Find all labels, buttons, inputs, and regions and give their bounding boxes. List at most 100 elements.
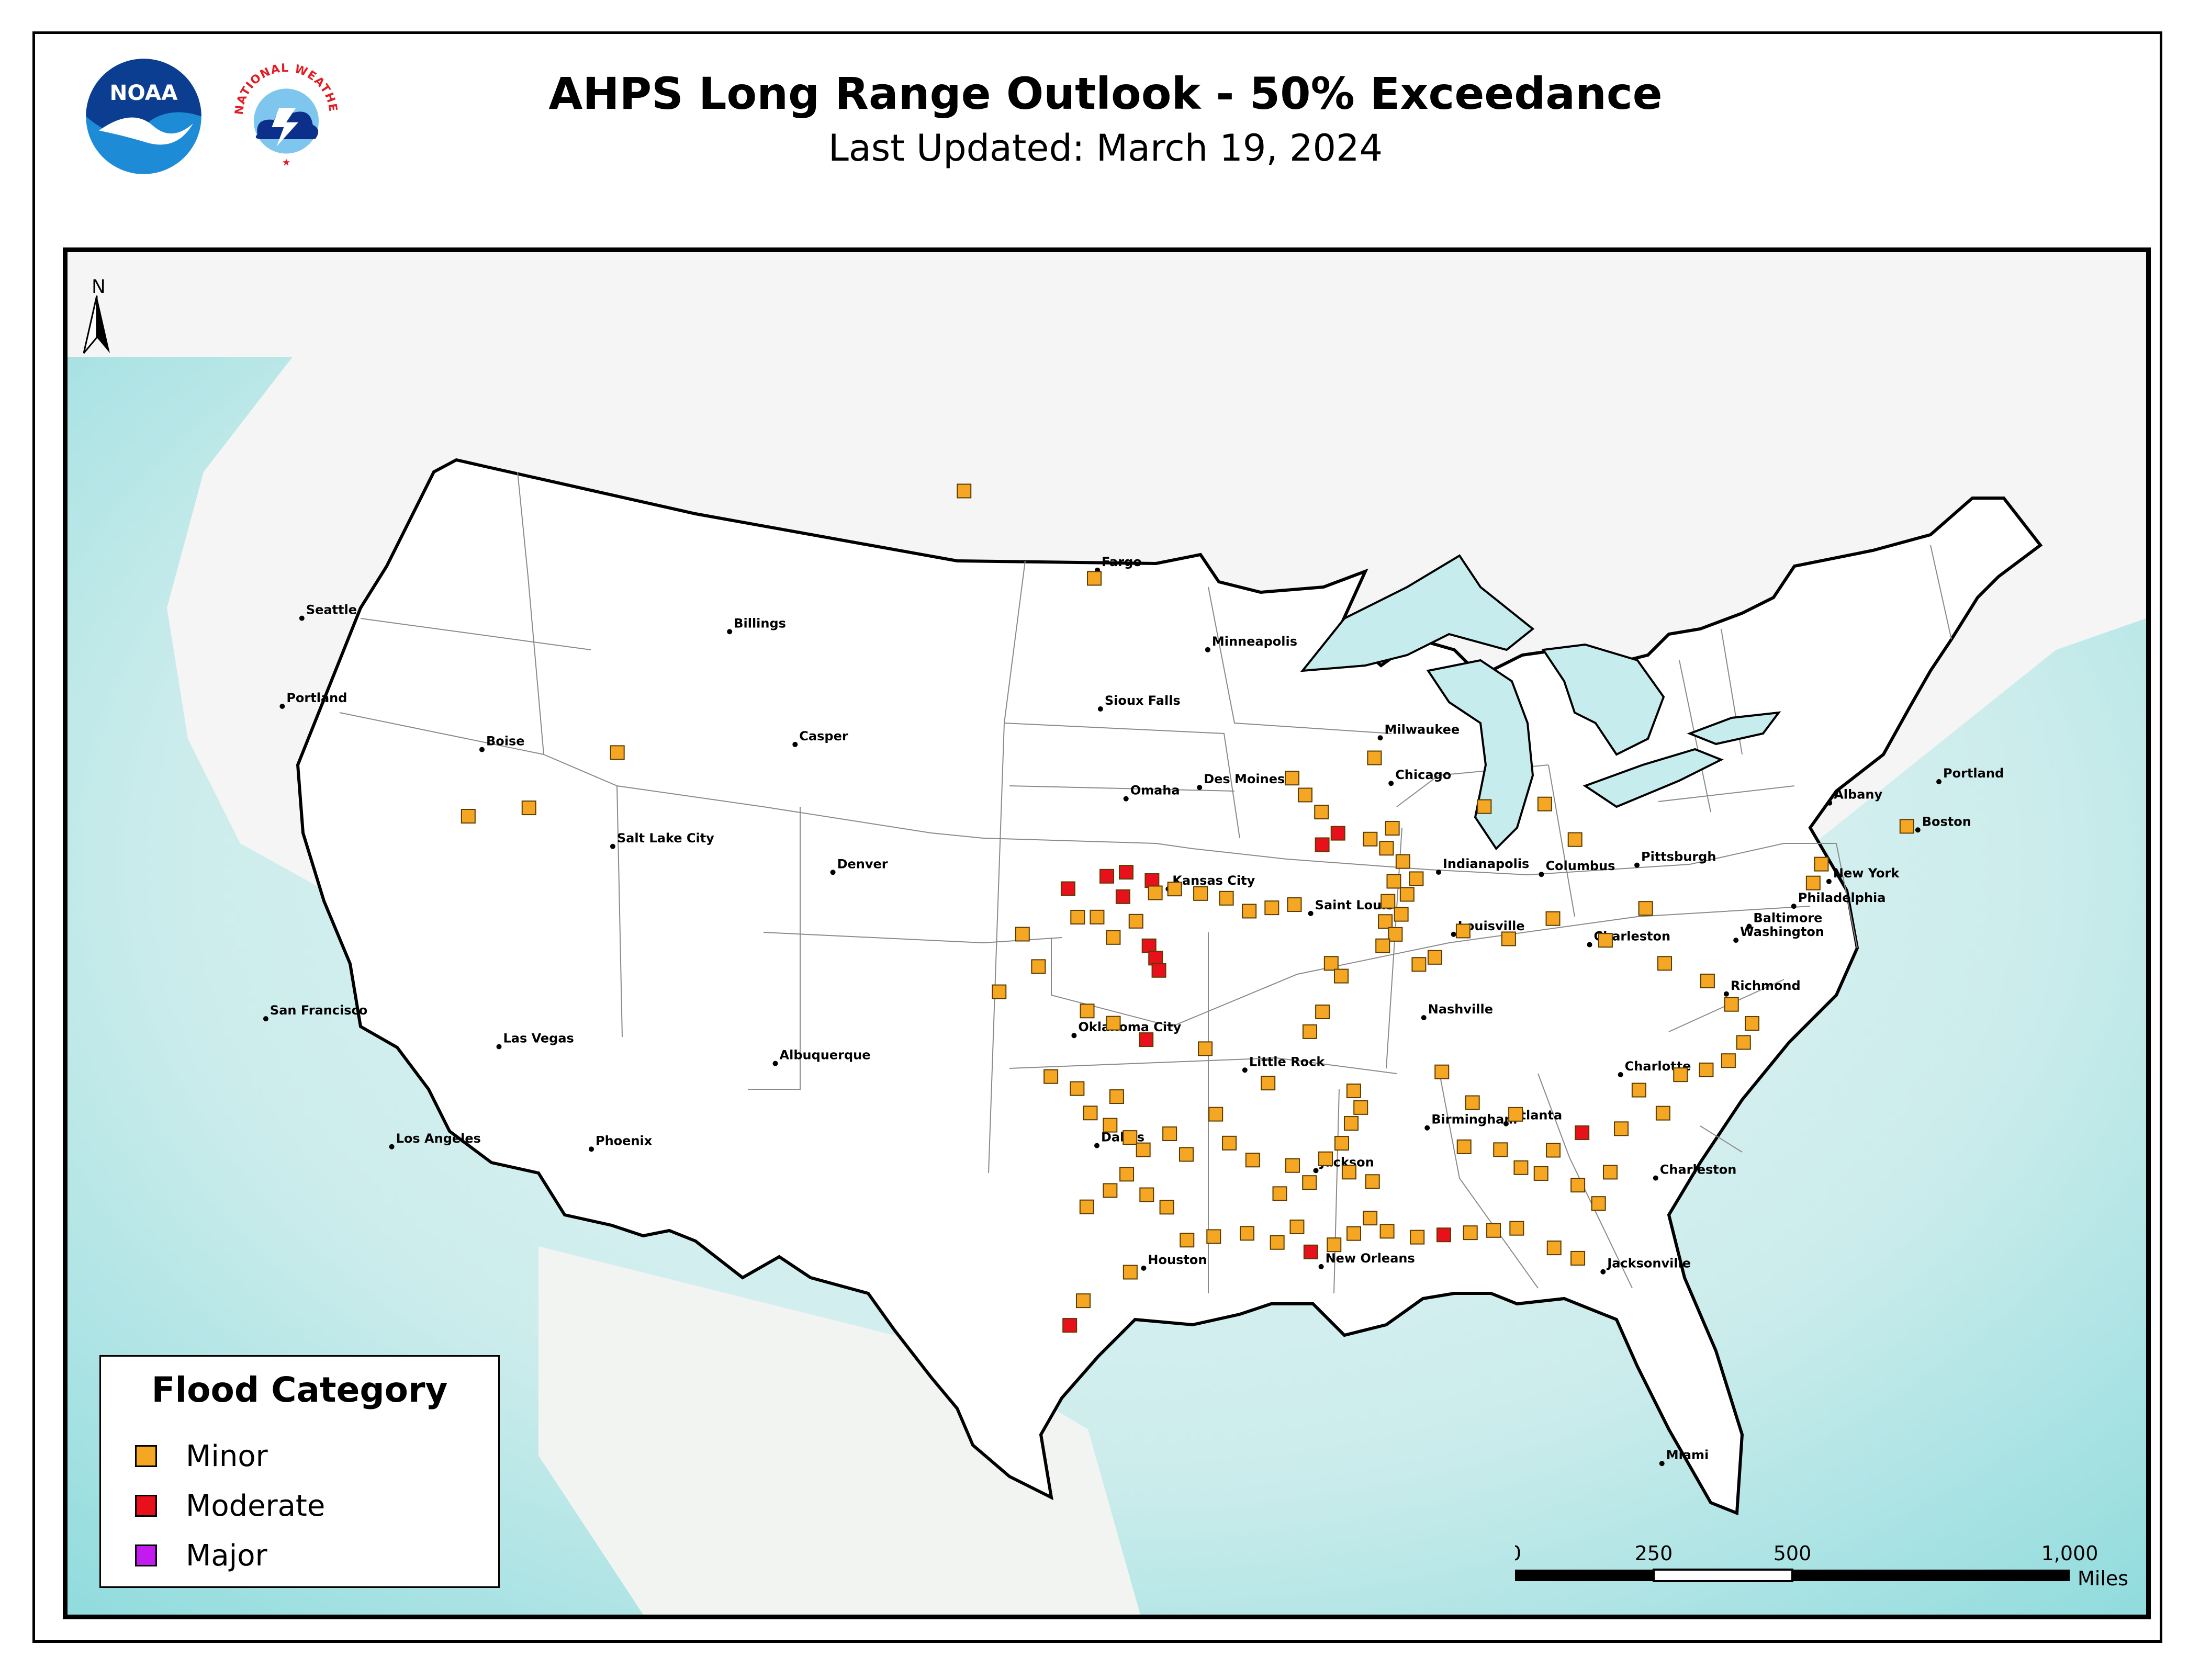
gauge-marker-minor[interactable] bbox=[1314, 805, 1329, 820]
gauge-marker-minor[interactable] bbox=[1546, 1241, 1562, 1256]
gauge-marker-minor[interactable] bbox=[1284, 771, 1299, 786]
gauge-marker-minor[interactable] bbox=[1070, 909, 1085, 924]
gauge-marker-minor[interactable] bbox=[1434, 1064, 1450, 1079]
gauge-marker-minor[interactable] bbox=[1386, 874, 1401, 889]
gauge-marker-minor[interactable] bbox=[1180, 1233, 1195, 1248]
gauge-marker-minor[interactable] bbox=[1128, 914, 1143, 929]
gauge-marker-minor[interactable] bbox=[1673, 1067, 1688, 1083]
gauge-marker-moderate[interactable] bbox=[1060, 881, 1075, 896]
gauge-marker-minor[interactable] bbox=[1119, 1167, 1135, 1182]
gauge-marker-minor[interactable] bbox=[1721, 1053, 1736, 1068]
gauge-marker-minor[interactable] bbox=[1222, 1135, 1237, 1151]
gauge-marker-minor[interactable] bbox=[1240, 1226, 1255, 1241]
gauge-marker-minor[interactable] bbox=[1486, 1223, 1501, 1238]
gauge-marker-minor[interactable] bbox=[1657, 956, 1672, 971]
gauge-marker-moderate[interactable] bbox=[1330, 826, 1345, 841]
gauge-marker-minor[interactable] bbox=[1899, 819, 1914, 834]
gauge-marker-minor[interactable] bbox=[1079, 1199, 1094, 1214]
gauge-marker-minor[interactable] bbox=[1378, 914, 1393, 929]
gauge-marker-minor[interactable] bbox=[1167, 882, 1182, 897]
gauge-marker-minor[interactable] bbox=[1334, 968, 1349, 984]
gauge-marker-minor[interactable] bbox=[1363, 1211, 1378, 1226]
gauge-marker-minor[interactable] bbox=[1285, 1158, 1300, 1173]
gauge-marker-minor[interactable] bbox=[1261, 1076, 1276, 1091]
gauge-marker-minor[interactable] bbox=[992, 984, 1007, 999]
gauge-marker-minor[interactable] bbox=[1381, 894, 1396, 909]
gauge-marker-moderate[interactable] bbox=[1141, 938, 1157, 953]
gauge-marker-minor[interactable] bbox=[1513, 1160, 1529, 1175]
gauge-marker-minor[interactable] bbox=[1394, 907, 1409, 922]
gauge-marker-minor[interactable] bbox=[1455, 923, 1471, 939]
gauge-marker-minor[interactable] bbox=[1106, 1016, 1121, 1031]
gauge-marker-minor[interactable] bbox=[1699, 1062, 1714, 1077]
gauge-marker-minor[interactable] bbox=[1638, 901, 1653, 916]
gauge-marker-minor[interactable] bbox=[1463, 1225, 1478, 1241]
gauge-marker-moderate[interactable] bbox=[1303, 1244, 1318, 1259]
gauge-marker-minor[interactable] bbox=[1344, 1116, 1359, 1131]
gauge-marker-minor[interactable] bbox=[1076, 1293, 1091, 1309]
gauge-marker-minor[interactable] bbox=[1179, 1147, 1194, 1162]
gauge-marker-minor[interactable] bbox=[1346, 1226, 1362, 1241]
gauge-marker-minor[interactable] bbox=[1159, 1200, 1174, 1215]
gauge-marker-minor[interactable] bbox=[1456, 1139, 1472, 1154]
gauge-marker-minor[interactable] bbox=[1411, 957, 1427, 972]
gauge-marker-minor[interactable] bbox=[1139, 1187, 1154, 1202]
gauge-marker-minor[interactable] bbox=[1427, 950, 1442, 965]
gauge-marker-minor[interactable] bbox=[1219, 890, 1234, 906]
gauge-marker-moderate[interactable] bbox=[1062, 1318, 1078, 1333]
gauge-marker-minor[interactable] bbox=[1287, 897, 1302, 912]
gauge-marker-minor[interactable] bbox=[1346, 1083, 1361, 1098]
gauge-marker-minor[interactable] bbox=[1103, 1183, 1118, 1198]
gauge-marker-minor[interactable] bbox=[1245, 1153, 1260, 1168]
gauge-marker-minor[interactable] bbox=[1493, 1142, 1508, 1157]
gauge-marker-minor[interactable] bbox=[1193, 886, 1208, 901]
gauge-marker-minor[interactable] bbox=[1700, 973, 1715, 988]
gauge-marker-minor[interactable] bbox=[1083, 1106, 1098, 1121]
gauge-marker-minor[interactable] bbox=[1103, 1118, 1118, 1133]
gauge-marker-minor[interactable] bbox=[1598, 933, 1613, 948]
gauge-marker-minor[interactable] bbox=[1477, 799, 1492, 814]
gauge-marker-minor[interactable] bbox=[1334, 1136, 1350, 1151]
gauge-marker-minor[interactable] bbox=[1655, 1106, 1670, 1121]
gauge-marker-minor[interactable] bbox=[1302, 1024, 1317, 1039]
gauge-marker-minor[interactable] bbox=[1264, 900, 1280, 916]
gauge-marker-minor[interactable] bbox=[1123, 1265, 1138, 1280]
gauge-marker-minor[interactable] bbox=[1509, 1221, 1524, 1236]
gauge-marker-minor[interactable] bbox=[1814, 856, 1829, 872]
gauge-marker-moderate[interactable] bbox=[1148, 951, 1163, 966]
gauge-marker-minor[interactable] bbox=[1015, 927, 1030, 942]
gauge-marker-minor[interactable] bbox=[1323, 956, 1339, 971]
gauge-marker-minor[interactable] bbox=[1315, 1004, 1330, 1019]
gauge-marker-minor[interactable] bbox=[1367, 750, 1382, 765]
gauge-marker-moderate[interactable] bbox=[1118, 865, 1133, 880]
gauge-marker-minor[interactable] bbox=[1379, 841, 1394, 856]
gauge-marker-moderate[interactable] bbox=[1115, 889, 1130, 904]
gauge-marker-moderate[interactable] bbox=[1575, 1125, 1590, 1141]
gauge-marker-minor[interactable] bbox=[957, 483, 972, 499]
gauge-marker-moderate[interactable] bbox=[1099, 869, 1114, 884]
gauge-marker-minor[interactable] bbox=[1567, 832, 1583, 847]
gauge-marker-minor[interactable] bbox=[1388, 927, 1403, 942]
gauge-marker-minor[interactable] bbox=[1501, 931, 1516, 946]
gauge-marker-minor[interactable] bbox=[1508, 1107, 1523, 1122]
gauge-marker-minor[interactable] bbox=[1363, 831, 1378, 847]
gauge-marker-minor[interactable] bbox=[1724, 997, 1739, 1012]
gauge-marker-minor[interactable] bbox=[1409, 871, 1424, 886]
gauge-marker-moderate[interactable] bbox=[1315, 837, 1330, 852]
gauge-marker-minor[interactable] bbox=[1298, 787, 1313, 803]
gauge-marker-minor[interactable] bbox=[1272, 1186, 1287, 1201]
gauge-marker-minor[interactable] bbox=[1341, 1165, 1356, 1180]
gauge-marker-minor[interactable] bbox=[1123, 1130, 1138, 1145]
gauge-marker-minor[interactable] bbox=[1353, 1100, 1368, 1115]
gauge-marker-minor[interactable] bbox=[1070, 1081, 1085, 1096]
gauge-marker-moderate[interactable] bbox=[1436, 1227, 1451, 1243]
gauge-marker-minor[interactable] bbox=[610, 745, 625, 760]
gauge-marker-minor[interactable] bbox=[1745, 1016, 1760, 1031]
gauge-marker-moderate[interactable] bbox=[1144, 873, 1160, 888]
gauge-marker-minor[interactable] bbox=[1465, 1095, 1480, 1110]
gauge-marker-minor[interactable] bbox=[1136, 1142, 1151, 1157]
map-panel[interactable]: Seattle Portland Boise Billings Casper Salt L… bbox=[63, 247, 2151, 1619]
gauge-marker-minor[interactable] bbox=[1242, 904, 1257, 919]
gauge-marker-minor[interactable] bbox=[1736, 1035, 1751, 1050]
gauge-marker-minor[interactable] bbox=[1270, 1235, 1285, 1250]
